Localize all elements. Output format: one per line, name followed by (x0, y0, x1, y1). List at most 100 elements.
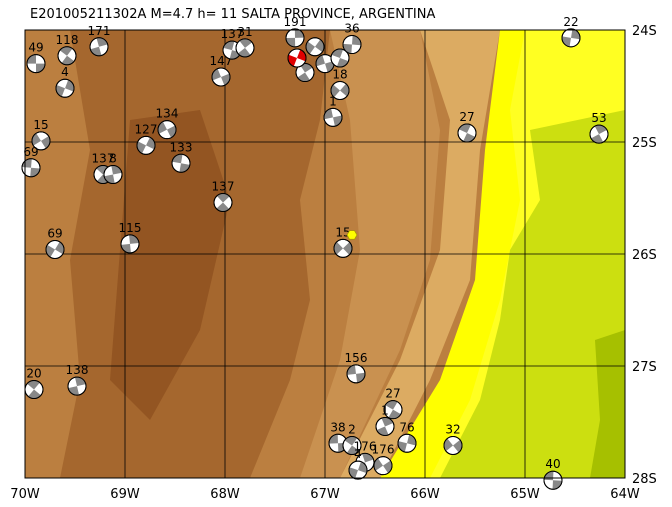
event-label: 4 (61, 65, 69, 79)
beachball-quadrant (288, 49, 306, 67)
map-title: E201005211302A M=4.7 h= 11 SALTA PROVINC… (30, 7, 435, 22)
event-label: 134 (156, 107, 179, 121)
x-tick-label: 70W (10, 487, 40, 502)
event-label: 53 (591, 111, 606, 125)
beachball-outline (157, 120, 177, 140)
event-label: 115 (119, 221, 142, 235)
beachball-outline (589, 124, 609, 144)
focal-mechanism (383, 400, 403, 420)
event-label: 138 (66, 363, 89, 377)
event-label: 15 (33, 118, 48, 132)
focal-mechanism (31, 131, 51, 151)
focal-mechanism (89, 37, 109, 57)
beachball-quadrant (158, 121, 176, 138)
event-label: 49 (28, 41, 43, 55)
event-label: 27 (459, 110, 474, 124)
y-tick-label: 26S (632, 248, 657, 263)
focal-mechanism (375, 416, 395, 436)
beachball-outline (26, 54, 46, 74)
beachball-quadrant (223, 41, 241, 60)
beachball-outline (235, 38, 255, 58)
event-label: 40 (545, 457, 560, 471)
beachball-outline (21, 158, 41, 178)
beachball-outline (287, 48, 307, 68)
beachball-outline (136, 135, 156, 155)
event-label: 69 (23, 145, 38, 159)
beachball-quadrant (334, 241, 352, 255)
focal-mechanism (57, 46, 77, 66)
beachball-quadrant (22, 158, 40, 177)
focal-mechanism (328, 433, 348, 453)
event-label: 176 (372, 443, 395, 457)
beachball-outline (397, 433, 417, 453)
focal-mechanism (24, 380, 44, 400)
focal-mechanism (211, 67, 231, 87)
beachball-outline (213, 192, 233, 212)
beachball-quadrant (212, 68, 230, 86)
beachball-quadrant (444, 438, 462, 453)
beachball-quadrant (68, 377, 86, 396)
focal-mechanism (330, 80, 350, 100)
event-label: 1 (381, 403, 389, 417)
x-tick-label: 65W (510, 487, 540, 502)
focal-mechanism (287, 48, 307, 68)
beachball-outline (342, 35, 362, 55)
beachball-outline (443, 436, 463, 456)
beachball-outline (31, 131, 51, 151)
focal-mechanism (346, 364, 366, 384)
focal-mechanism (26, 54, 46, 74)
beachball-quadrant (216, 193, 230, 212)
event-label: 127 (135, 122, 158, 136)
event-label: 2 (348, 423, 356, 437)
beachball-outline (211, 67, 231, 87)
event-label: 176 (354, 439, 377, 453)
focal-mechanism (397, 433, 417, 453)
focal-mechanism (55, 78, 75, 98)
beachball-quadrant (32, 133, 50, 149)
event-label: 15 (335, 225, 350, 239)
focal-mechanism (103, 164, 123, 184)
event-label: 18 (332, 67, 347, 81)
beachball-quadrant (385, 400, 401, 419)
x-tick-label: 67W (310, 487, 340, 502)
focal-mechanism (342, 35, 362, 55)
focal-mechanism (342, 436, 362, 456)
beachball-outline (295, 63, 315, 83)
event-label: 118 (56, 33, 79, 47)
beachball-outline (120, 234, 140, 254)
beachball-quadrant (316, 54, 334, 73)
y-tick-label: 28S (632, 472, 657, 487)
beachball-outline (57, 46, 77, 66)
focal-mechanism (561, 28, 581, 48)
event-label: 191 (284, 15, 307, 29)
event-label: 32 (445, 423, 460, 437)
beachball-outline (45, 240, 65, 260)
beachball-quadrant (172, 154, 190, 173)
beachball-outline (333, 238, 353, 258)
focal-mechanism (171, 153, 191, 173)
focal-mechanism (333, 238, 353, 258)
y-tick-label: 27S (632, 360, 657, 375)
beachball-quadrant (329, 434, 347, 453)
x-tick-label: 64W (610, 487, 640, 502)
event-label: 8 (109, 151, 117, 165)
beachball-outline (373, 456, 393, 476)
x-tick-label: 69W (110, 487, 140, 502)
beachball-outline (543, 470, 563, 490)
beachball-outline (285, 28, 305, 48)
event-label: 31 (237, 25, 252, 39)
beachball-quadrant (104, 165, 122, 184)
beachball-quadrant (27, 54, 45, 73)
frame (24, 29, 626, 479)
focal-mechanism (443, 436, 463, 456)
beachball-quadrant (349, 461, 367, 479)
beachball-quadrant (331, 83, 349, 98)
beachball-outline (55, 78, 75, 98)
beachball-quadrant (46, 241, 64, 258)
beachball-quadrant (306, 39, 324, 55)
event-label: 22 (563, 15, 578, 29)
epicenter (346, 230, 358, 240)
focal-mechanism (543, 470, 563, 490)
event-label: 137 (221, 27, 244, 41)
